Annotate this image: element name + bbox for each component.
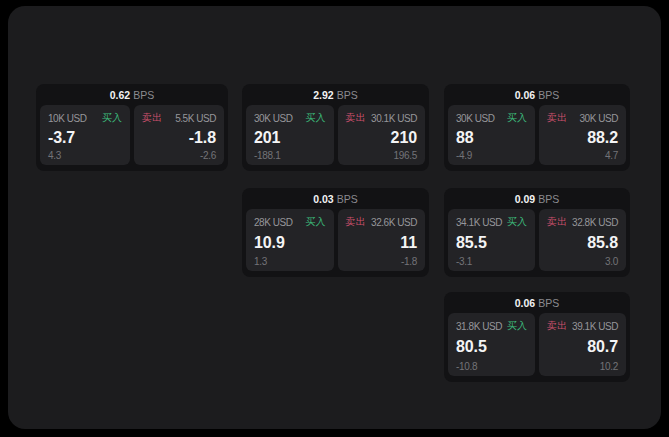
sell-panel[interactable]: 卖出 5.5K USD -1.8 -2.6 — [134, 105, 224, 165]
sell-delta: -1.8 — [346, 256, 418, 267]
sell-side-label: 卖出 — [547, 319, 567, 333]
bps-unit: BPS — [538, 297, 559, 309]
sell-notional: 30K USD — [579, 113, 618, 124]
bps-header: 0.06 BPS — [444, 84, 630, 105]
sell-delta: 4.7 — [547, 150, 618, 161]
buy-side-label: 买入 — [507, 319, 527, 333]
buy-delta: 1.3 — [254, 256, 326, 267]
quote-card: 2.92 BPS 30K USD 买入 201 -188.1 卖出 30.1K … — [242, 84, 429, 171]
sell-side-label: 卖出 — [346, 111, 366, 125]
buy-notional: 10K USD — [48, 113, 87, 124]
bps-unit: BPS — [538, 89, 559, 101]
sell-notional: 5.5K USD — [175, 113, 216, 124]
bps-unit: BPS — [538, 193, 559, 205]
buy-panel[interactable]: 30K USD 买入 201 -188.1 — [246, 105, 334, 165]
bps-value: 0.09 — [515, 193, 535, 205]
buy-side-label: 买入 — [102, 111, 122, 125]
buy-price: 80.5 — [456, 339, 527, 355]
bps-value: 0.03 — [313, 193, 333, 205]
bps-header: 0.09 BPS — [444, 188, 630, 209]
buy-delta: -188.1 — [254, 150, 326, 161]
sell-price: 11 — [346, 235, 418, 251]
bps-value: 0.62 — [110, 89, 130, 101]
buy-notional: 28K USD — [254, 217, 293, 228]
sell-notional: 30.1K USD — [371, 113, 417, 124]
bps-header: 0.62 BPS — [36, 84, 228, 105]
buy-panel[interactable]: 30K USD 买入 88 -4.9 — [448, 105, 535, 165]
sell-side-label: 卖出 — [346, 215, 366, 229]
sell-price: -1.8 — [142, 130, 216, 146]
bps-unit: BPS — [133, 89, 154, 101]
bps-value: 0.06 — [515, 297, 535, 309]
bps-header: 0.06 BPS — [444, 292, 630, 313]
quote-card: 0.62 BPS 10K USD 买入 -3.7 4.3 卖出 5.5K USD… — [36, 84, 228, 171]
bps-header: 0.03 BPS — [242, 188, 429, 209]
sell-notional: 32.6K USD — [371, 217, 417, 228]
sell-price: 80.7 — [547, 339, 618, 355]
bps-value: 2.92 — [313, 89, 333, 101]
sell-panel[interactable]: 卖出 30.1K USD 210 196.5 — [338, 105, 426, 165]
sell-delta: 10.2 — [547, 361, 618, 372]
buy-price: 201 — [254, 130, 326, 146]
bps-unit: BPS — [337, 89, 358, 101]
buy-delta: -10.8 — [456, 361, 527, 372]
buy-price: 10.9 — [254, 235, 326, 251]
buy-price: 88 — [456, 130, 527, 146]
sell-price: 210 — [346, 130, 418, 146]
sell-panel[interactable]: 卖出 30K USD 88.2 4.7 — [539, 105, 626, 165]
bps-unit: BPS — [337, 193, 358, 205]
buy-notional: 31.8K USD — [456, 321, 502, 332]
quote-card: 0.09 BPS 34.1K USD 买入 85.5 -3.1 卖出 32.8K… — [444, 188, 630, 277]
sell-delta: 196.5 — [346, 150, 418, 161]
sell-delta: -2.6 — [142, 150, 216, 161]
bps-header: 2.92 BPS — [242, 84, 429, 105]
buy-panel[interactable]: 31.8K USD 买入 80.5 -10.8 — [448, 313, 535, 376]
sell-notional: 32.8K USD — [572, 217, 618, 228]
buy-side-label: 买入 — [507, 111, 527, 125]
sell-price: 88.2 — [547, 130, 618, 146]
sell-side-label: 卖出 — [142, 111, 162, 125]
buy-price: -3.7 — [48, 130, 122, 146]
quote-card: 0.03 BPS 28K USD 买入 10.9 1.3 卖出 32.6K US… — [242, 188, 429, 277]
sell-side-label: 卖出 — [547, 111, 567, 125]
buy-delta: -3.1 — [456, 256, 527, 267]
sell-delta: 3.0 — [547, 256, 618, 267]
buy-notional: 30K USD — [254, 113, 293, 124]
buy-delta: -4.9 — [456, 150, 527, 161]
buy-panel[interactable]: 34.1K USD 买入 85.5 -3.1 — [448, 209, 535, 271]
buy-price: 85.5 — [456, 235, 527, 251]
buy-panel[interactable]: 10K USD 买入 -3.7 4.3 — [40, 105, 130, 165]
sell-panel[interactable]: 卖出 32.8K USD 85.8 3.0 — [539, 209, 626, 271]
sell-side-label: 卖出 — [547, 215, 567, 229]
buy-notional: 34.1K USD — [456, 217, 502, 228]
quote-card: 0.06 BPS 30K USD 买入 88 -4.9 卖出 30K USD 8… — [444, 84, 630, 171]
buy-notional: 30K USD — [456, 113, 495, 124]
buy-side-label: 买入 — [306, 111, 326, 125]
sell-notional: 39.1K USD — [572, 321, 618, 332]
buy-side-label: 买入 — [306, 215, 326, 229]
sell-panel[interactable]: 卖出 39.1K USD 80.7 10.2 — [539, 313, 626, 376]
buy-side-label: 买入 — [507, 215, 527, 229]
sell-panel[interactable]: 卖出 32.6K USD 11 -1.8 — [338, 209, 426, 271]
buy-panel[interactable]: 28K USD 买入 10.9 1.3 — [246, 209, 334, 271]
buy-delta: 4.3 — [48, 150, 122, 161]
quote-card: 0.06 BPS 31.8K USD 买入 80.5 -10.8 卖出 39.1… — [444, 292, 630, 382]
sell-price: 85.8 — [547, 235, 618, 251]
bps-value: 0.06 — [515, 89, 535, 101]
